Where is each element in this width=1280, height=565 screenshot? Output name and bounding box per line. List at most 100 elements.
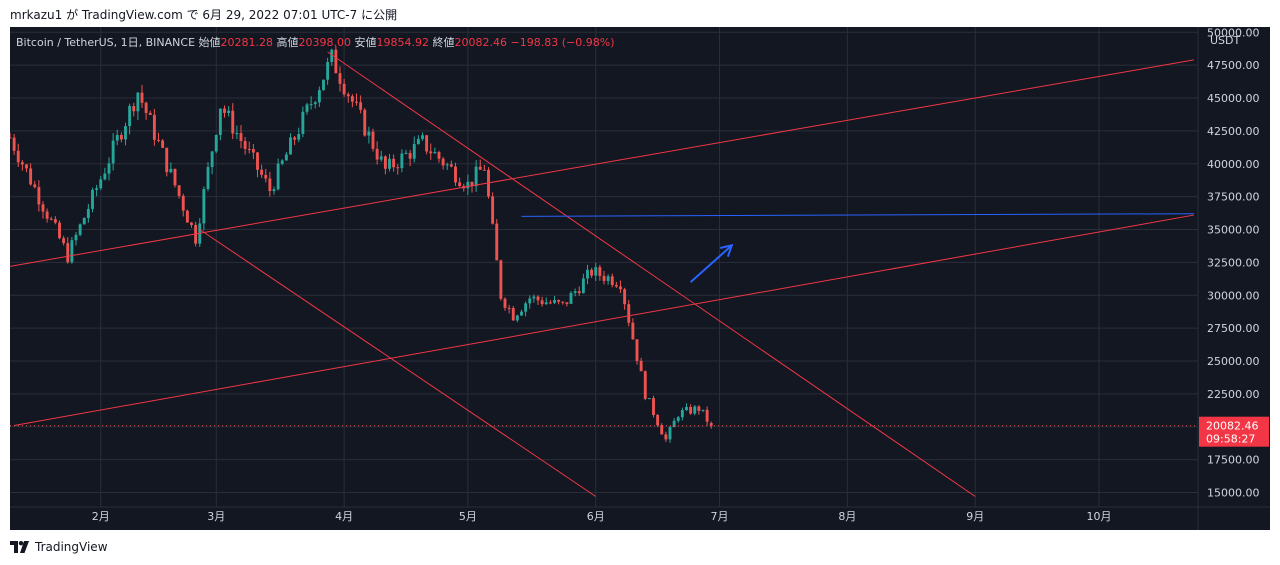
candle-body[interactable] <box>173 168 177 186</box>
candle-body[interactable] <box>565 302 569 304</box>
candle-body[interactable] <box>511 307 515 321</box>
trendline-descending-resistance[interactable] <box>327 51 976 497</box>
candle-body[interactable] <box>433 152 437 154</box>
trendline-lower-channel[interactable] <box>14 214 1194 426</box>
candle-body[interactable] <box>239 133 243 142</box>
candle-body[interactable] <box>49 218 53 220</box>
candle-body[interactable] <box>474 166 478 187</box>
candle-body[interactable] <box>16 150 20 163</box>
candle-body[interactable] <box>185 210 189 223</box>
candle-body[interactable] <box>569 292 573 304</box>
candle-body[interactable] <box>264 174 268 179</box>
candle-body[interactable] <box>606 276 610 281</box>
candle-body[interactable] <box>82 217 86 225</box>
candle-body[interactable] <box>136 92 140 112</box>
candle-body[interactable] <box>355 101 358 103</box>
candle-body[interactable] <box>301 111 305 134</box>
candle-body[interactable] <box>247 148 251 150</box>
candle-body[interactable] <box>140 92 144 103</box>
candle-body[interactable] <box>161 140 165 148</box>
trendline-resistance-level[interactable] <box>521 213 1194 217</box>
candle-body[interactable] <box>144 102 148 113</box>
candle-body[interactable] <box>437 152 441 159</box>
candle-body[interactable] <box>334 49 338 74</box>
candle-body[interactable] <box>95 188 99 190</box>
candle-body[interactable] <box>148 112 152 115</box>
candle-body[interactable] <box>532 296 536 299</box>
candle-body[interactable] <box>396 167 400 169</box>
candle-body[interactable] <box>260 169 264 175</box>
candle-body[interactable] <box>350 96 354 102</box>
candle-body[interactable] <box>66 243 70 263</box>
candle-body[interactable] <box>668 427 672 440</box>
candle-body[interactable] <box>544 302 548 305</box>
candle-body[interactable] <box>367 131 371 136</box>
candle-body[interactable] <box>58 222 61 239</box>
candle-body[interactable] <box>91 189 94 209</box>
candle-body[interactable] <box>231 110 235 134</box>
candle-body[interactable] <box>111 140 115 164</box>
candle-body[interactable] <box>619 286 622 290</box>
candle-body[interactable] <box>705 409 709 422</box>
candle-body[interactable] <box>70 240 74 263</box>
candle-body[interactable] <box>284 154 288 161</box>
candle-body[interactable] <box>103 173 107 180</box>
tradingview-logo-icon[interactable] <box>10 541 30 553</box>
candle-body[interactable] <box>627 304 631 323</box>
candle-body[interactable] <box>577 291 581 294</box>
candle-body[interactable] <box>416 138 420 145</box>
candle-body[interactable] <box>313 102 317 105</box>
candle-body[interactable] <box>74 234 78 241</box>
candle-body[interactable] <box>177 185 181 196</box>
candle-body[interactable] <box>119 135 123 140</box>
candle-body[interactable] <box>371 131 375 149</box>
trendline-upper-channel[interactable] <box>10 59 1194 267</box>
candle-body[interactable] <box>553 300 556 303</box>
candle-body[interactable] <box>206 167 210 189</box>
candle-body[interactable] <box>53 219 57 223</box>
candle-body[interactable] <box>470 181 474 187</box>
candle-body[interactable] <box>78 224 82 235</box>
candle-body[interactable] <box>590 269 594 276</box>
candle-body[interactable] <box>652 398 655 415</box>
candle-body[interactable] <box>685 406 688 411</box>
candle-body[interactable] <box>515 315 519 321</box>
candle-body[interactable] <box>540 300 544 305</box>
candle-body[interactable] <box>408 152 412 159</box>
candle-body[interactable] <box>623 289 627 305</box>
candle-body[interactable] <box>280 160 284 164</box>
candle-body[interactable] <box>598 267 602 276</box>
candle-body[interactable] <box>672 420 676 428</box>
candle-body[interactable] <box>656 414 660 426</box>
candle-body[interactable] <box>128 105 132 127</box>
candle-body[interactable] <box>445 164 449 166</box>
chart-panel[interactable]: 15000.0017500.0020000.0022500.0025000.00… <box>10 27 1270 530</box>
candle-body[interactable] <box>359 102 363 110</box>
candle-body[interactable] <box>482 169 486 171</box>
candle-body[interactable] <box>586 269 589 279</box>
candle-body[interactable] <box>421 135 424 139</box>
candle-body[interactable] <box>614 284 618 287</box>
candle-body[interactable] <box>643 371 647 399</box>
candle-body[interactable] <box>99 179 103 189</box>
candle-body[interactable] <box>429 151 433 154</box>
candle-body[interactable] <box>86 208 90 218</box>
candle-body[interactable] <box>388 158 391 169</box>
candle-body[interactable] <box>499 260 503 299</box>
footer-brand[interactable]: TradingView <box>35 540 108 554</box>
candle-body[interactable] <box>400 153 404 169</box>
candle-body[interactable] <box>326 62 330 80</box>
candle-body[interactable] <box>251 149 255 153</box>
candle-body[interactable] <box>689 406 693 414</box>
candle-body[interactable] <box>491 196 495 224</box>
candle-body[interactable] <box>458 182 462 187</box>
candle-body[interactable] <box>223 108 226 113</box>
candle-body[interactable] <box>124 126 127 140</box>
candle-body[interactable] <box>507 307 511 309</box>
candle-body[interactable] <box>309 104 313 106</box>
candle-body[interactable] <box>227 110 231 113</box>
candle-body[interactable] <box>29 168 33 185</box>
candle-body[interactable] <box>317 90 321 103</box>
candle-body[interactable] <box>528 298 532 304</box>
candle-body[interactable] <box>33 184 37 188</box>
